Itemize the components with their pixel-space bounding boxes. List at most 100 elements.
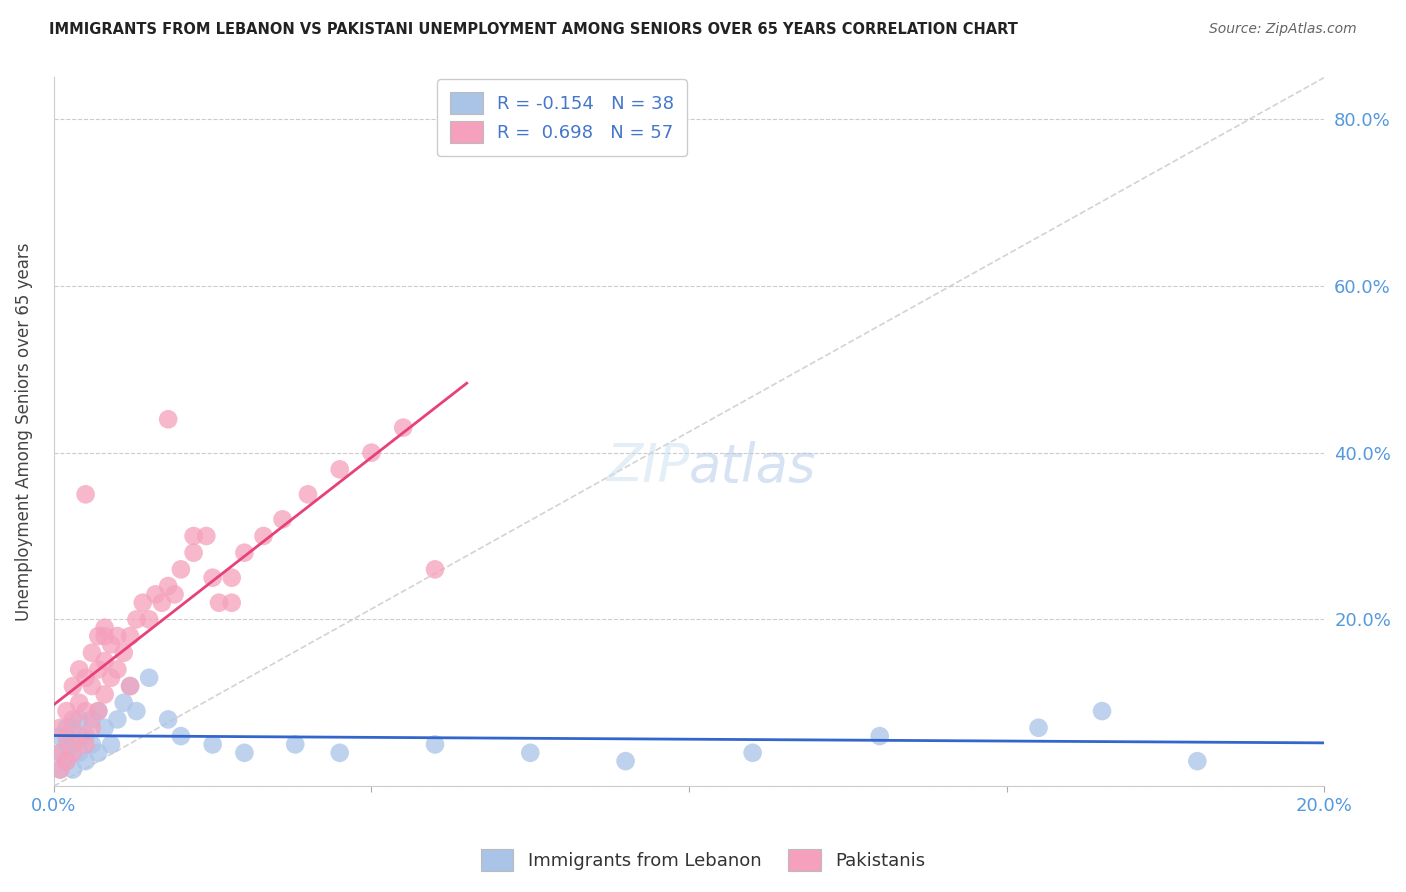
Point (67, 746, 90, 760)
Text: ZIP: ZIP (606, 442, 689, 493)
Point (93, 629, 115, 643)
Point (105, 713, 128, 727)
Point (208, 596, 231, 610)
Point (75, 704, 97, 718)
Point (67, 696, 90, 710)
Point (80, 738, 103, 752)
Point (329, 746, 352, 760)
Point (170, 562, 193, 576)
Point (49, 721, 72, 735)
Point (1028, 721, 1050, 735)
Point (183, 529, 205, 543)
Point (145, 587, 167, 601)
Point (195, 529, 218, 543)
Point (62, 713, 84, 727)
Point (157, 713, 180, 727)
Point (112, 696, 135, 710)
Point (741, 746, 763, 760)
Point (62, 763, 84, 777)
Point (93, 721, 115, 735)
Point (201, 571, 224, 585)
Point (87, 704, 110, 718)
Point (87, 629, 110, 643)
Text: Source: ZipAtlas.com: Source: ZipAtlas.com (1209, 22, 1357, 37)
Point (87, 746, 110, 760)
Point (55, 721, 77, 735)
Point (49, 763, 72, 777)
Point (93, 654, 115, 668)
Point (138, 671, 160, 685)
Point (125, 704, 148, 718)
Point (62, 746, 84, 760)
Point (869, 729, 891, 743)
Point (170, 729, 193, 743)
Point (233, 746, 256, 760)
Point (49, 746, 72, 760)
Point (120, 679, 142, 693)
Point (75, 671, 97, 685)
Y-axis label: Unemployment Among Seniors over 65 years: Unemployment Among Seniors over 65 years (15, 243, 32, 621)
Point (80, 721, 103, 735)
Point (120, 679, 142, 693)
Point (360, 445, 382, 459)
Point (233, 546, 256, 560)
Point (221, 596, 243, 610)
Point (614, 754, 637, 768)
Point (221, 571, 243, 585)
Point (297, 487, 319, 501)
Point (150, 596, 173, 610)
Point (55, 738, 77, 752)
Point (62, 679, 84, 693)
Point (93, 621, 115, 635)
Point (519, 746, 541, 760)
Point (100, 637, 122, 651)
Point (423, 562, 446, 576)
Point (93, 688, 115, 702)
Point (1091, 704, 1114, 718)
Point (55, 754, 77, 768)
Point (201, 738, 224, 752)
Point (49, 763, 72, 777)
Point (183, 546, 205, 560)
Point (284, 738, 307, 752)
Point (138, 612, 160, 626)
Point (67, 662, 90, 676)
Point (55, 704, 77, 718)
Point (392, 420, 415, 434)
Point (329, 462, 352, 476)
Legend: R = -0.154   N = 38, R =  0.698   N = 57: R = -0.154 N = 38, R = 0.698 N = 57 (437, 79, 686, 156)
Point (67, 713, 90, 727)
Point (125, 612, 148, 626)
Point (80, 679, 103, 693)
Point (120, 629, 142, 643)
Point (75, 487, 97, 501)
Point (62, 738, 84, 752)
Point (62, 721, 84, 735)
Point (49, 746, 72, 760)
Point (105, 662, 128, 676)
Point (75, 738, 97, 752)
Point (75, 729, 97, 743)
Point (163, 587, 186, 601)
Point (80, 713, 103, 727)
Point (55, 754, 77, 768)
Point (157, 412, 180, 426)
Point (49, 729, 72, 743)
Point (100, 671, 122, 685)
Point (252, 529, 274, 543)
Point (271, 512, 294, 526)
Legend: Immigrants from Lebanon, Pakistanis: Immigrants from Lebanon, Pakistanis (474, 842, 932, 879)
Point (67, 729, 90, 743)
Point (157, 579, 180, 593)
Point (1187, 754, 1209, 768)
Point (423, 738, 446, 752)
Point (80, 646, 103, 660)
Point (105, 629, 128, 643)
Point (55, 729, 77, 743)
Text: atlas: atlas (689, 442, 817, 493)
Point (132, 596, 155, 610)
Point (87, 662, 110, 676)
Point (75, 754, 97, 768)
Point (112, 646, 135, 660)
Text: IMMIGRANTS FROM LEBANON VS PAKISTANI UNEMPLOYMENT AMONG SENIORS OVER 65 YEARS CO: IMMIGRANTS FROM LEBANON VS PAKISTANI UNE… (49, 22, 1018, 37)
